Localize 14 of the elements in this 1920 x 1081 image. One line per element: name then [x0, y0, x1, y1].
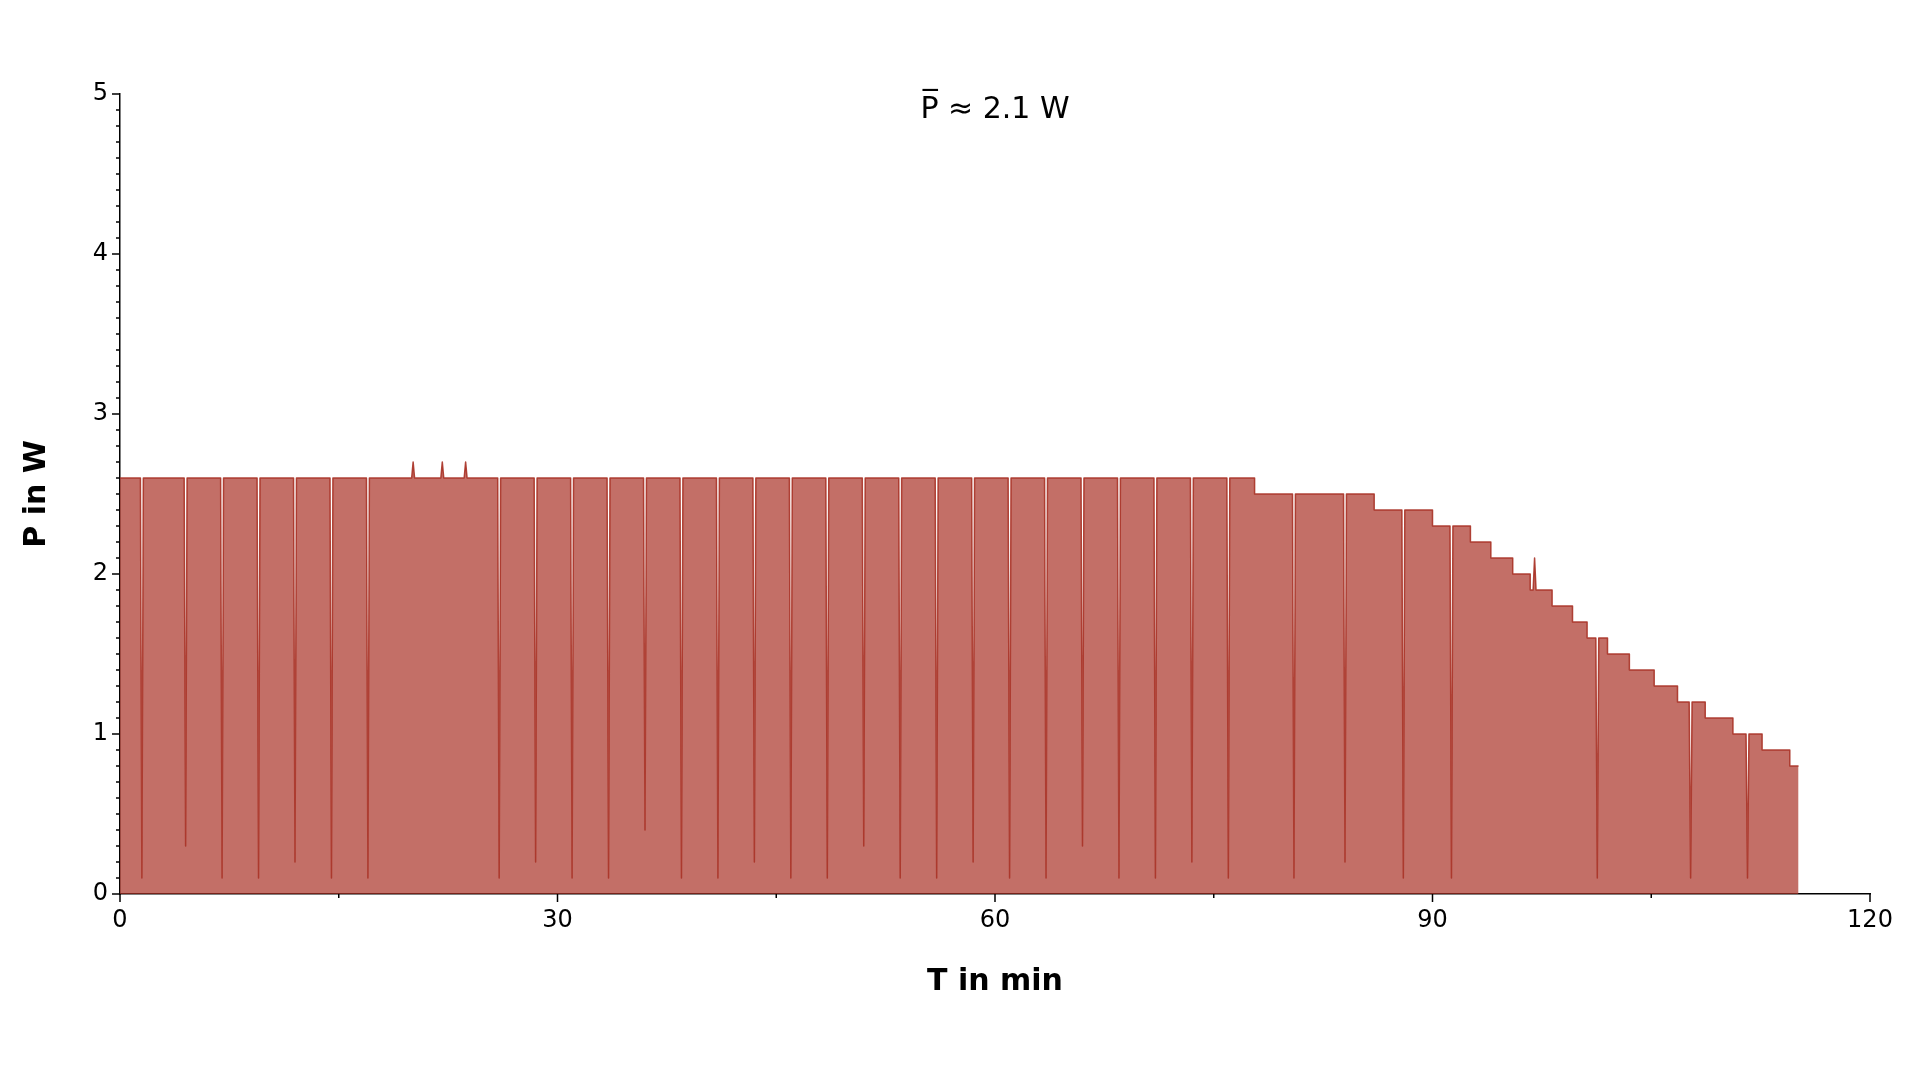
y-axis-title: P in W [16, 440, 52, 548]
y-tick-label: 4 [92, 238, 108, 267]
y-tick-label: 1 [92, 718, 108, 747]
y-tick-label: 5 [92, 78, 108, 107]
x-tick-label: 90 [1417, 904, 1448, 933]
annotation: P̅ ≈ 2.1 W [920, 88, 1070, 125]
y-tick-label: 3 [92, 398, 108, 427]
y-tick-label: 0 [92, 878, 108, 907]
x-tick-label: 60 [979, 904, 1011, 933]
x-tick-label: 30 [542, 904, 573, 933]
x-tick-label: 120 [1847, 904, 1893, 933]
x-tick-label: 0 [112, 904, 128, 933]
x-axis-title: T in min [927, 961, 1063, 997]
y-tick-label: 2 [92, 558, 108, 587]
